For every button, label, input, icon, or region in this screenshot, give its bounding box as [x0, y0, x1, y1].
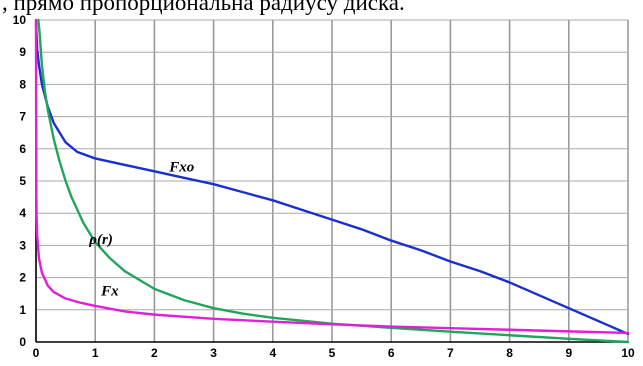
y-tick-label: 3: [19, 238, 26, 252]
y-tick-label: 10: [13, 14, 27, 27]
x-tick-label: 5: [329, 346, 336, 360]
y-tick-label: 8: [19, 77, 26, 91]
y-tick-label: 1: [19, 303, 26, 317]
x-tick-label: 8: [506, 346, 513, 360]
x-tick-label: 9: [565, 346, 572, 360]
series-annotations: Fxo ρ(r) Fx: [88, 159, 194, 299]
tick-labels: 0 1 2 3 4 5 6 7 8 9 10 0 1 2 3 4 5 6 7 8 9 10: [13, 14, 635, 360]
x-tick-label: 0: [33, 346, 40, 360]
y-tick-label: 2: [19, 271, 26, 285]
caption-text: , прямо пропорциональна радиусу диска.: [2, 0, 405, 15]
x-tick-label: 3: [210, 346, 217, 360]
caption-strip: , прямо пропорциональна радиусу диска.: [0, 0, 643, 18]
x-tick-label: 7: [447, 346, 454, 360]
chart-area: 0 1 2 3 4 5 6 7 8 9 10 0 1 2 3 4 5 6 7 8 9 10 Fxo ρ(r) Fx: [0, 14, 643, 366]
y-tick-label: 4: [19, 206, 26, 220]
series-line-fx: [34, 18, 630, 335]
series-label-r: ρ(r): [88, 232, 113, 248]
series-line-r: [37, 18, 630, 344]
x-tick-label: 6: [388, 346, 395, 360]
series-lines: [34, 18, 630, 344]
series-label-fx: Fx: [100, 283, 119, 299]
x-tick-label: 1: [92, 346, 99, 360]
series-label-fxo: Fxo: [168, 159, 194, 175]
y-tick-label: 6: [19, 142, 26, 156]
x-tick-label: 2: [151, 346, 158, 360]
series-line-fxo: [34, 22, 630, 336]
y-tick-label: 9: [19, 45, 26, 59]
grid: [35, 19, 629, 343]
y-tick-label: 7: [19, 110, 26, 124]
x-tick-label: 10: [621, 346, 635, 360]
line-chart: 0 1 2 3 4 5 6 7 8 9 10 0 1 2 3 4 5 6 7 8 9 10 Fxo ρ(r) Fx: [13, 14, 635, 360]
y-tick-label: 0: [19, 335, 26, 349]
x-tick-label: 4: [269, 346, 276, 360]
y-tick-label: 5: [19, 174, 26, 188]
